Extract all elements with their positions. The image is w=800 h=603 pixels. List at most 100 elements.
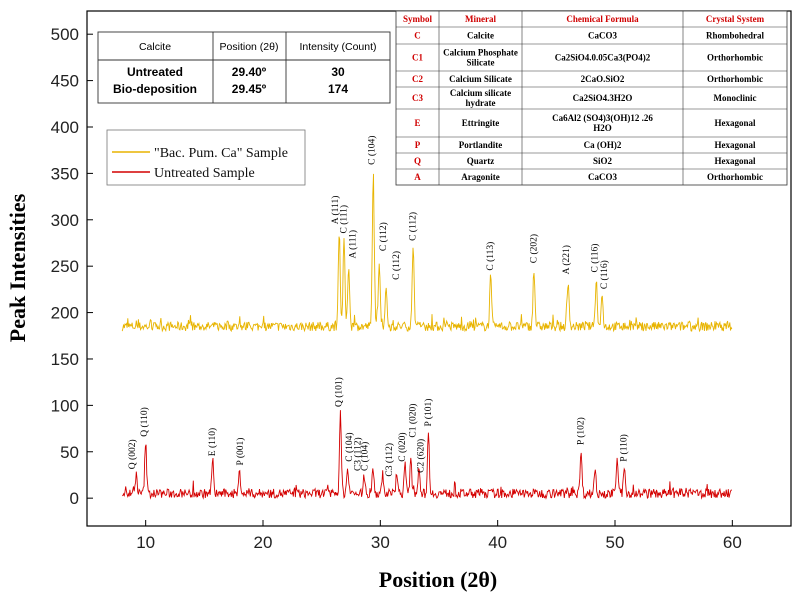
- legend: "Bac. Pum. Ca" Sample Untreated Sample: [106, 129, 306, 186]
- series-layer: [121, 173, 733, 500]
- y-tick-label: 350: [51, 164, 79, 183]
- mineral-table-text-line: Monoclinic: [714, 93, 757, 103]
- x-tick-label: 30: [371, 533, 390, 552]
- y-tick-label: 300: [51, 211, 79, 230]
- mineral-table-cell: P: [415, 140, 421, 150]
- peak-annotation: C1 (020): [408, 404, 419, 438]
- mineral-table-cell: Quartz: [467, 156, 495, 166]
- peak-annotation: C (116): [589, 244, 600, 273]
- mineral-table-text-line: C1: [412, 53, 423, 63]
- mineral-table-cell: Orthorhombic: [707, 53, 763, 63]
- y-tick-label: 200: [51, 304, 79, 323]
- mineral-table-cell: Ca2SiO4.0.05Ca3(PO4)2: [555, 53, 651, 63]
- calcite-table-cell: Bio-deposition: [113, 82, 197, 96]
- x-tick-label: 40: [488, 533, 507, 552]
- peak-annotation: P (102): [575, 417, 586, 445]
- mineral-table-cell: E: [414, 118, 420, 128]
- mineral-table-text-line: Orthorhombic: [707, 172, 763, 182]
- calcite-table-cell: 174: [328, 82, 348, 96]
- mineral-table-text-line: P: [415, 140, 421, 150]
- peak-annotation: C (112): [391, 251, 402, 280]
- peak-annotation: C2 (620): [416, 439, 427, 473]
- mineral-table-cell: Ca6Al2 (SO4)3(OH)12 .26 H2O: [552, 113, 653, 133]
- mineral-table-text-line: Ettringite: [462, 118, 500, 128]
- mineral-table-text-line: Orthorhombic: [707, 74, 763, 84]
- mineral-table-text-line: H2O: [593, 123, 612, 133]
- peak-annotation: A (111): [348, 230, 359, 259]
- mineral-table-text-line: Ca6Al2 (SO4)3(OH)12 .26: [552, 113, 653, 123]
- mineral-table-cell: Hexagonal: [714, 118, 756, 128]
- y-tick-label: 450: [51, 72, 79, 91]
- mineral-table-text-line: Calcium Silicate: [449, 74, 512, 84]
- mineral-table-text-line: Mineral: [465, 14, 496, 24]
- y-tick-label: 400: [51, 118, 79, 137]
- x-axis-title: Position (2θ): [379, 567, 497, 592]
- mineral-table-text-line: SiO2: [593, 156, 613, 166]
- y-tick-label: 0: [70, 489, 79, 508]
- mineral-table-cell: Calcite: [467, 31, 494, 41]
- peak-annotation: C3 (112): [352, 437, 363, 471]
- mineral-table-cell: Ettringite: [462, 118, 500, 128]
- peak-annotation: P (101): [423, 399, 434, 427]
- mineral-table-header: Chemical Formula: [566, 14, 639, 24]
- peak-annotation: C (113): [485, 242, 496, 271]
- annotation-layer: A (111)C (111)A (111)C (104)C (112)C (11…: [127, 136, 630, 477]
- series-line-untreated: [122, 410, 732, 500]
- mineral-table-header: Symbol: [403, 14, 433, 24]
- calcite-table-header: Position (2θ): [220, 41, 279, 53]
- y-tick-label: 50: [60, 443, 79, 462]
- x-tick-label: 60: [723, 533, 742, 552]
- peak-annotation: E (110): [207, 428, 218, 456]
- mineral-table-cell: Portlandite: [459, 140, 503, 150]
- mineral-table-cell: Calcium silicate hydrate: [450, 88, 511, 108]
- mineral-table-header: Crystal System: [706, 14, 765, 24]
- mineral-table: Symbol Mineral Chemical Formula Crystal Sys…: [395, 10, 788, 186]
- mineral-table-cell: Calcium Silicate: [449, 74, 512, 84]
- mineral-table-text-line: Quartz: [467, 156, 495, 166]
- peak-annotation: C (202): [528, 234, 539, 263]
- mineral-table-cell: Ca (OH)2: [584, 140, 622, 150]
- peak-annotation: C (112): [378, 222, 389, 251]
- peak-annotation: Q (110): [139, 407, 150, 436]
- x-tick-label: 20: [254, 533, 273, 552]
- mineral-table-text-line: C: [414, 31, 421, 41]
- mineral-table-cell: Aragonite: [461, 172, 500, 182]
- mineral-table-cell: Orthorhombic: [707, 74, 763, 84]
- x-tick-label: 10: [136, 533, 155, 552]
- peak-annotation: Q (002): [127, 439, 138, 469]
- peak-annotation: C (104): [359, 442, 370, 471]
- mineral-table-text-line: Calcite: [467, 31, 494, 41]
- mineral-table-cell: C: [414, 31, 421, 41]
- peak-annotation: C (111): [338, 205, 349, 234]
- mineral-table-text-line: Crystal System: [706, 14, 765, 24]
- mineral-table-text-line: 2CaO.SiO2: [581, 74, 625, 84]
- mineral-table-text-line: Hexagonal: [714, 140, 756, 150]
- peak-annotation: C (116): [599, 260, 610, 289]
- mineral-table-text-line: hydrate: [466, 98, 496, 108]
- ticks-layer: 10 20 30 40 50 60 0 50 100 150 200 250 300 350 400 450 5…: [51, 25, 742, 552]
- calcite-table-header: Intensity (Count): [299, 41, 376, 53]
- mineral-table-cell: Q: [414, 156, 421, 166]
- y-tick-label: 100: [51, 396, 79, 415]
- mineral-table-cell: Ca2SiO4.3H2O: [573, 93, 633, 103]
- peak-annotation: C (020): [397, 432, 408, 461]
- calcite-table: Calcite Position (2θ) Intensity (Count) …: [97, 31, 391, 104]
- mineral-table-cell: A: [414, 172, 421, 182]
- mineral-table-cell: CaCO3: [588, 172, 617, 182]
- mineral-table-cell: Rhombohedral: [706, 31, 765, 41]
- mineral-table-text-line: Chemical Formula: [566, 14, 639, 24]
- legend-label-bac: "Bac. Pum. Ca" Sample: [154, 146, 288, 161]
- mineral-table-text-line: Rhombohedral: [706, 31, 765, 41]
- peak-annotation: C3 (112): [384, 443, 395, 477]
- calcite-table-frame: [97, 31, 391, 104]
- mineral-table-cell: CaCO3: [588, 31, 617, 41]
- calcite-table-cell: 30: [331, 65, 345, 79]
- x-tick-label: 50: [606, 533, 625, 552]
- peak-annotation: P (110): [619, 434, 630, 462]
- legend-label-untreated: Untreated Sample: [154, 166, 255, 181]
- mineral-table-text-line: Symbol: [403, 14, 433, 24]
- peak-annotation: Q (101): [334, 377, 345, 407]
- mineral-table-text-line: C2: [412, 74, 423, 84]
- calcite-table-cell: 29.40º: [232, 65, 267, 79]
